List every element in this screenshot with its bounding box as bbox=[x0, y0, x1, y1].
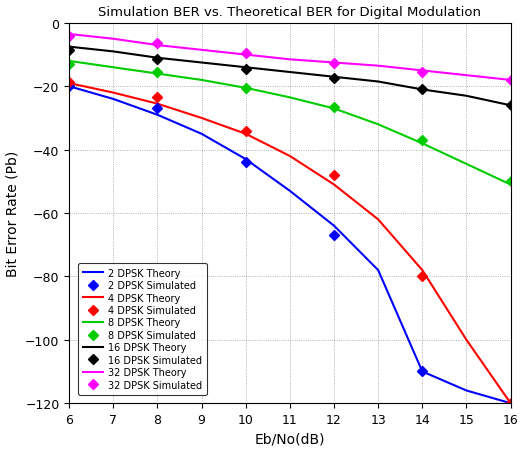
32 DPSK Simulated bbox=[331, 60, 337, 66]
32 DPSK Simulated bbox=[507, 78, 514, 83]
8 DPSK Theory bbox=[419, 141, 425, 147]
32 DPSK Theory bbox=[66, 32, 72, 37]
32 DPSK Theory bbox=[419, 69, 425, 74]
8 DPSK Theory bbox=[375, 122, 381, 128]
2 DPSK Simulated bbox=[66, 84, 72, 90]
2 DPSK Theory bbox=[243, 157, 249, 162]
2 DPSK Theory bbox=[331, 224, 337, 229]
Line: 32 DPSK Simulated: 32 DPSK Simulated bbox=[66, 33, 514, 84]
2 DPSK Simulated bbox=[331, 233, 337, 239]
2 DPSK Theory bbox=[375, 268, 381, 273]
16 DPSK Theory bbox=[287, 70, 293, 76]
16 DPSK Simulated bbox=[66, 48, 72, 53]
4 DPSK Simulated bbox=[419, 274, 425, 280]
X-axis label: Eb/No(dB): Eb/No(dB) bbox=[255, 432, 325, 446]
4 DPSK Simulated bbox=[507, 400, 514, 406]
32 DPSK Theory bbox=[110, 37, 116, 42]
Line: 32 DPSK Theory: 32 DPSK Theory bbox=[69, 35, 510, 81]
2 DPSK Theory bbox=[463, 388, 470, 393]
4 DPSK Theory bbox=[331, 182, 337, 188]
2 DPSK Theory bbox=[287, 189, 293, 194]
Line: 16 DPSK Simulated: 16 DPSK Simulated bbox=[66, 47, 514, 110]
32 DPSK Theory bbox=[375, 64, 381, 69]
2 DPSK Simulated bbox=[155, 106, 161, 112]
16 DPSK Theory bbox=[155, 56, 161, 61]
16 DPSK Theory bbox=[463, 94, 470, 99]
16 DPSK Theory bbox=[375, 80, 381, 85]
2 DPSK Simulated bbox=[243, 160, 249, 166]
16 DPSK Theory bbox=[243, 65, 249, 71]
2 DPSK Theory bbox=[199, 132, 205, 137]
Line: 2 DPSK Simulated: 2 DPSK Simulated bbox=[66, 83, 426, 375]
32 DPSK Simulated bbox=[243, 51, 249, 56]
8 DPSK Simulated bbox=[331, 105, 337, 110]
32 DPSK Theory bbox=[331, 60, 337, 66]
2 DPSK Theory bbox=[110, 97, 116, 102]
32 DPSK Theory bbox=[155, 43, 161, 49]
8 DPSK Simulated bbox=[243, 86, 249, 92]
4 DPSK Simulated bbox=[331, 173, 337, 178]
16 DPSK Theory bbox=[419, 87, 425, 93]
4 DPSK Theory bbox=[287, 154, 293, 159]
32 DPSK Theory bbox=[287, 57, 293, 63]
8 DPSK Theory bbox=[507, 182, 514, 188]
2 DPSK Simulated bbox=[419, 369, 425, 374]
4 DPSK Theory bbox=[507, 400, 514, 406]
16 DPSK Simulated bbox=[331, 77, 337, 82]
32 DPSK Simulated bbox=[66, 34, 72, 39]
Y-axis label: Bit Error Rate (Pb): Bit Error Rate (Pb) bbox=[6, 151, 19, 276]
16 DPSK Theory bbox=[507, 103, 514, 109]
8 DPSK Theory bbox=[463, 162, 470, 167]
2 DPSK Theory bbox=[419, 369, 425, 374]
4 DPSK Simulated bbox=[243, 129, 249, 134]
8 DPSK Theory bbox=[66, 59, 72, 64]
4 DPSK Theory bbox=[66, 81, 72, 87]
16 DPSK Theory bbox=[66, 45, 72, 50]
16 DPSK Simulated bbox=[243, 67, 249, 73]
4 DPSK Simulated bbox=[155, 96, 161, 101]
32 DPSK Theory bbox=[243, 53, 249, 58]
8 DPSK Theory bbox=[155, 72, 161, 77]
32 DPSK Theory bbox=[463, 74, 470, 79]
2 DPSK Theory bbox=[155, 113, 161, 118]
16 DPSK Simulated bbox=[419, 87, 425, 93]
8 DPSK Simulated bbox=[419, 138, 425, 143]
4 DPSK Theory bbox=[463, 337, 470, 343]
Line: 16 DPSK Theory: 16 DPSK Theory bbox=[69, 47, 510, 106]
8 DPSK Simulated bbox=[66, 62, 72, 68]
4 DPSK Theory bbox=[110, 91, 116, 96]
Line: 2 DPSK Theory: 2 DPSK Theory bbox=[69, 87, 510, 403]
8 DPSK Simulated bbox=[155, 70, 161, 76]
32 DPSK Simulated bbox=[419, 70, 425, 76]
2 DPSK Theory bbox=[66, 84, 72, 90]
8 DPSK Simulated bbox=[507, 179, 514, 184]
4 DPSK Theory bbox=[375, 217, 381, 223]
16 DPSK Theory bbox=[110, 50, 116, 55]
2 DPSK Theory bbox=[507, 400, 514, 406]
4 DPSK Theory bbox=[199, 116, 205, 121]
8 DPSK Theory bbox=[199, 78, 205, 83]
32 DPSK Theory bbox=[507, 78, 514, 83]
4 DPSK Theory bbox=[155, 102, 161, 107]
4 DPSK Theory bbox=[243, 132, 249, 137]
4 DPSK Theory bbox=[419, 268, 425, 273]
8 DPSK Theory bbox=[331, 106, 337, 112]
16 DPSK Theory bbox=[199, 60, 205, 66]
Line: 8 DPSK Simulated: 8 DPSK Simulated bbox=[66, 61, 514, 185]
Title: Simulation BER vs. Theoretical BER for Digital Modulation: Simulation BER vs. Theoretical BER for D… bbox=[99, 5, 482, 18]
4 DPSK Simulated bbox=[66, 80, 72, 85]
16 DPSK Theory bbox=[331, 75, 337, 80]
Line: 8 DPSK Theory: 8 DPSK Theory bbox=[69, 62, 510, 185]
16 DPSK Simulated bbox=[507, 103, 514, 109]
32 DPSK Simulated bbox=[155, 41, 161, 47]
Legend: 2 DPSK Theory, 2 DPSK Simulated, 4 DPSK Theory, 4 DPSK Simulated, 8 DPSK Theory,: 2 DPSK Theory, 2 DPSK Simulated, 4 DPSK … bbox=[79, 263, 206, 395]
Line: 4 DPSK Theory: 4 DPSK Theory bbox=[69, 84, 510, 403]
8 DPSK Theory bbox=[287, 96, 293, 101]
16 DPSK Simulated bbox=[155, 57, 161, 63]
32 DPSK Theory bbox=[199, 48, 205, 53]
8 DPSK Theory bbox=[243, 86, 249, 92]
Line: 4 DPSK Simulated: 4 DPSK Simulated bbox=[66, 79, 514, 407]
8 DPSK Theory bbox=[110, 65, 116, 71]
